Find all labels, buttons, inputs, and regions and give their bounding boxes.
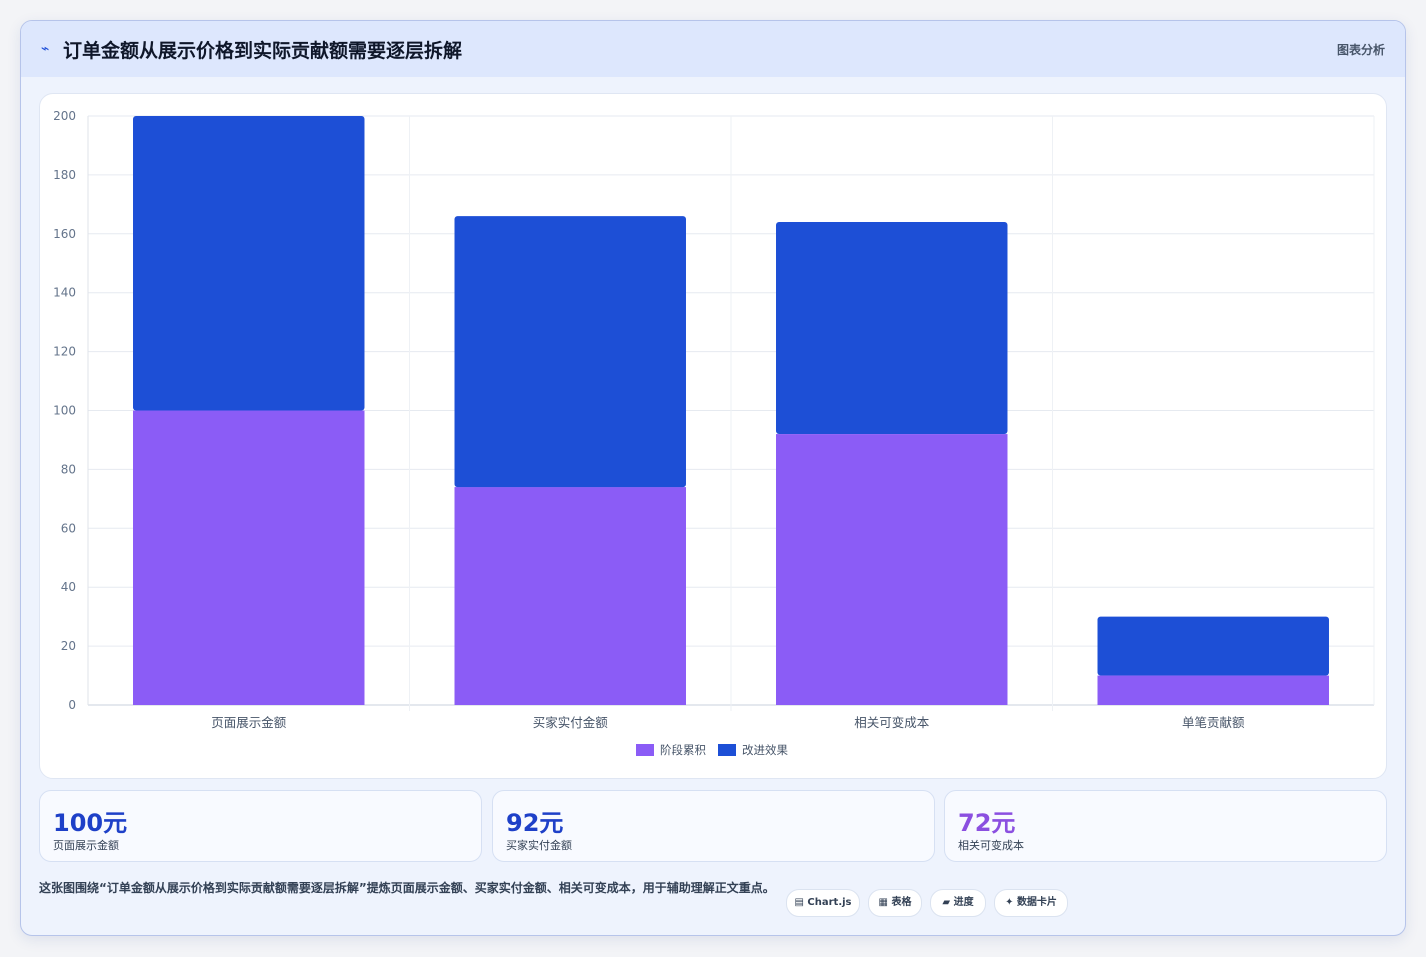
y-tick-label: 60 [61, 521, 76, 535]
bar-segment [133, 410, 365, 705]
stat-value: 72元 [958, 809, 1016, 837]
y-tick-label: 140 [53, 286, 76, 300]
stat-label: 相关可变成本 [958, 839, 1024, 852]
bar-segment [454, 216, 686, 488]
chip-chartjs[interactable]: ▤ Chart.js [786, 889, 860, 917]
chart-panel: 0 20 40 60 80 100 120 140 160 180 200 页面展示金额 买家实付金额 相… [39, 93, 1387, 779]
x-tick-label: 买家实付金额 [533, 715, 609, 730]
progress-icon: ▰ [942, 897, 951, 908]
chip-table[interactable]: ▦ 表格 [868, 889, 922, 917]
y-tick-label: 100 [53, 404, 76, 418]
stacked-bar-chart: 0 20 40 60 80 100 120 140 160 180 200 页面展示金额 买家实付金额 相… [53, 109, 1375, 757]
x-tick-label: 相关可变成本 [854, 715, 930, 730]
legend-swatch [718, 744, 736, 756]
bar-segment [1097, 675, 1329, 705]
x-tick-label: 单笔贡献额 [1182, 715, 1245, 730]
chip-progress[interactable]: ▰ 进度 [930, 889, 986, 917]
y-tick-label: 120 [53, 345, 76, 359]
chip-label: 进度 [953, 897, 974, 908]
y-tick-label: 180 [53, 168, 76, 182]
legend-label: 改进效果 [742, 743, 788, 757]
chip-data-card[interactable]: ✦ 数据卡片 [994, 889, 1068, 917]
y-tick-label: 0 [68, 698, 76, 712]
bar-segment [1097, 616, 1329, 676]
trend-line-icon: ⌁ [41, 41, 50, 57]
chip-label: 数据卡片 [1016, 897, 1057, 908]
stat-value: 100元 [53, 809, 128, 837]
bar-segment [133, 116, 365, 411]
stat-label: 页面展示金额 [53, 839, 119, 852]
y-tick-label: 80 [61, 462, 76, 476]
chip-label: Chart.js [807, 897, 852, 908]
stat-card-display-amount: 100元 页面展示金额 [39, 790, 482, 862]
stat-value: 92元 [506, 809, 564, 837]
y-tick-label: 20 [61, 639, 76, 653]
chart-icon: ▤ [794, 897, 804, 908]
sparkle-icon: ✦ [1005, 897, 1014, 908]
chip-label: 表格 [891, 897, 912, 908]
bar-segment [454, 487, 686, 705]
legend-label: 阶段累积 [660, 743, 706, 757]
table-icon: ▦ [878, 897, 888, 908]
bar-segment [776, 434, 1008, 705]
chart-analysis-link[interactable]: 图表分析 [1336, 43, 1385, 57]
y-tick-label: 160 [53, 227, 76, 241]
footnote-text: 这张图围绕“订单金额从展示价格到实际贡献额需要逐层拆解”提炼页面展示金额、买家实… [39, 881, 775, 895]
stat-label: 买家实付金额 [506, 839, 572, 852]
chart-card: ⌁ 订单金额从展示价格到实际贡献额需要逐层拆解 图表分析 0 20 40 60 80 10… [20, 20, 1406, 936]
x-tick-label: 页面展示金额 [211, 715, 287, 730]
bar-segment [776, 222, 1008, 435]
stat-card-variable-cost: 72元 相关可变成本 [944, 790, 1387, 862]
y-tick-label: 200 [53, 109, 76, 123]
stat-card-paid-amount: 92元 买家实付金额 [492, 790, 935, 862]
page-title: 订单金额从展示价格到实际贡献额需要逐层拆解 [63, 40, 463, 62]
legend-swatch [636, 744, 654, 756]
card-header: ⌁ 订单金额从展示价格到实际贡献额需要逐层拆解 图表分析 [21, 21, 1405, 77]
y-tick-label: 40 [61, 580, 76, 594]
